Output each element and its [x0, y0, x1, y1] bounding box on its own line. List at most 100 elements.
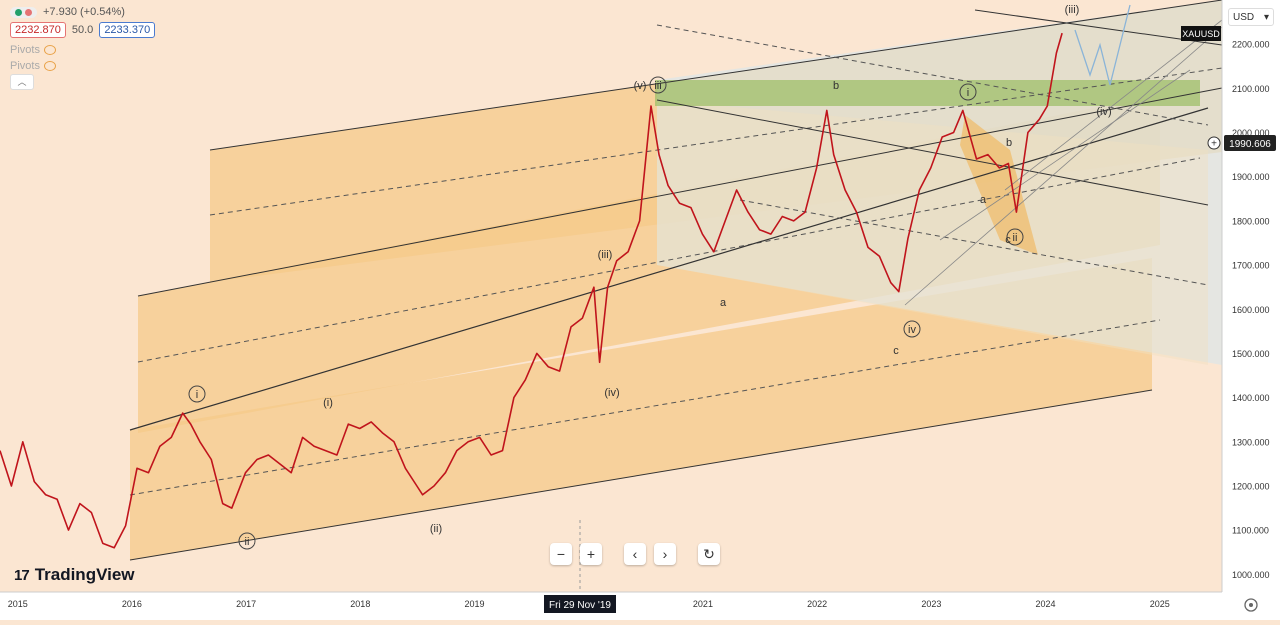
wave-label: (i) — [323, 397, 333, 409]
zoom-in-button[interactable]: + — [580, 543, 602, 565]
symbol-tag: XAUUSD — [1182, 29, 1220, 39]
wave-label: a — [980, 194, 987, 206]
lower-channel-band — [130, 258, 1152, 560]
status-dot-red-icon — [25, 8, 32, 16]
wave-label: iii — [654, 80, 661, 92]
scroll-right-button[interactable]: › — [654, 543, 676, 565]
channel-top-line — [209, 0, 1223, 151]
price-change: +7.930 (+0.54%) — [43, 6, 125, 18]
wave-label: iv — [908, 324, 916, 336]
scroll-left-button[interactable]: ‹ — [624, 543, 646, 565]
channel-dashed-3 — [129, 319, 1161, 496]
price-tick-label: 1500.000 — [1232, 349, 1270, 359]
price-tick-label: 1800.000 — [1232, 216, 1270, 226]
bid-price-box[interactable]: 2232.870 — [10, 22, 66, 38]
wave-label-circle — [238, 532, 256, 550]
zoom-spacer — [684, 543, 690, 565]
price-line-0 — [0, 32, 1063, 549]
price-tick-label: 1900.000 — [1232, 172, 1270, 182]
brand-name: TradingView — [34, 565, 135, 584]
settings-gear-center — [1249, 603, 1253, 607]
wave-label: ii — [245, 536, 250, 548]
tradingview-mark-icon: 17 — [14, 566, 30, 584]
price-tick-label: 2200.000 — [1232, 40, 1270, 50]
price-plus-icon[interactable] — [1207, 136, 1221, 150]
last-price-tag: 1990.606 — [1229, 139, 1271, 150]
status-dot-green-icon — [15, 8, 22, 16]
status-dots[interactable] — [10, 6, 37, 18]
wave-label-circle — [649, 76, 667, 94]
time-axis-ticks: 2015 2016 2017 2018 2019 2021 2022 2023 2024 2025 — [8, 599, 1170, 609]
indicator-label: Pivots — [10, 44, 40, 56]
price-tick-label: 1000.000 — [1232, 570, 1270, 580]
wave-label: (v) — [634, 80, 647, 92]
symbol-tag-bg — [1181, 26, 1221, 41]
ask-price-box[interactable]: 2233.370 — [99, 22, 156, 38]
time-tick-label: 2017 — [236, 599, 256, 609]
time-tick-label: 2021 — [693, 599, 713, 609]
currency-label: USD — [1233, 11, 1255, 23]
price-tick-label: 1700.000 — [1232, 261, 1270, 271]
indicator-pivots-2[interactable]: Pivots — [10, 58, 155, 74]
chevron-down-icon: ▾ — [1263, 11, 1269, 23]
fork-line-3 — [1004, 19, 1223, 191]
price-tick-label: 1100.000 — [1232, 526, 1269, 536]
eye-hidden-icon[interactable] — [43, 61, 56, 71]
zoom-out-button[interactable]: − — [550, 543, 572, 565]
price-tick-label: 1400.000 — [1232, 393, 1270, 403]
wave-label: i — [196, 389, 198, 401]
currency-select[interactable]: USD ▾ — [1228, 8, 1274, 26]
tradingview-logo[interactable]: 17 TradingView — [14, 565, 135, 585]
price-tick-label: 1300.000 — [1232, 437, 1270, 447]
crosshair-date-bg — [544, 595, 616, 613]
legend-panel: +7.930 (+0.54%) 2232.870 50.0 2233.370 P… — [10, 6, 156, 90]
wave-label: (ii) — [430, 523, 442, 535]
reset-chart-button[interactable]: ↻ — [698, 543, 720, 565]
settings-gear-icon[interactable] — [1244, 598, 1258, 612]
time-tick-label: 2025 — [1150, 599, 1170, 609]
price-axis-ticks: 2200.000 2100.000 2000.000 1900.000 1800.000… — [1232, 40, 1270, 580]
time-tick-label: 2019 — [465, 599, 485, 609]
zoom-controls: − + ‹ › ↻ — [550, 543, 720, 565]
wave-label: c — [893, 345, 899, 357]
price-tick-label: 1600.000 — [1232, 305, 1270, 315]
time-tick-label: 2018 — [350, 599, 370, 609]
time-axis[interactable] — [0, 592, 1280, 620]
time-tick-label: 2015 — [8, 599, 28, 609]
collapse-legend-button[interactable]: ︿ — [10, 74, 34, 90]
wave-label-circle — [903, 320, 921, 338]
wave-label: (iii) — [1065, 4, 1080, 16]
price-series — [0, 32, 1063, 549]
projection-path — [1074, 4, 1131, 86]
correction-dashed-top — [656, 24, 1209, 126]
wave-label: ii — [1013, 232, 1018, 244]
last-price-bg — [1224, 135, 1276, 151]
channel-line-2 — [137, 87, 1223, 297]
wave-ii-channel — [960, 115, 1038, 255]
price-tick-label: 2000.000 — [1232, 128, 1270, 138]
eye-hidden-icon[interactable] — [43, 45, 56, 55]
wave-label: (iv) — [604, 387, 619, 399]
price-axis[interactable] — [1222, 0, 1280, 592]
plus-glyph: + — [1211, 139, 1217, 150]
legend-quote-row: 2232.870 50.0 2233.370 — [10, 22, 156, 38]
top-resistance-line — [974, 9, 1223, 46]
time-tick-label: 2022 — [807, 599, 827, 609]
correction-dashed-mid — [739, 199, 1209, 286]
zoom-spacer — [610, 543, 616, 565]
crosshair-date: Fri 29 Nov '19 — [549, 600, 611, 611]
wave-label-circle — [188, 385, 206, 403]
price-tick-label: 1200.000 — [1232, 481, 1270, 491]
wave-label: b — [833, 80, 839, 92]
wave-label-circle — [959, 83, 977, 101]
wave-label: a — [720, 297, 727, 309]
indicator-pivots-1[interactable]: Pivots — [10, 42, 155, 58]
resistance-zone — [655, 80, 1200, 106]
spread-value: 50.0 — [71, 24, 94, 36]
correction-line-top — [656, 99, 1209, 206]
time-tick-label: 2023 — [921, 599, 941, 609]
channel-bottom-line — [129, 389, 1153, 561]
wave-label: (iv) — [1096, 106, 1111, 118]
